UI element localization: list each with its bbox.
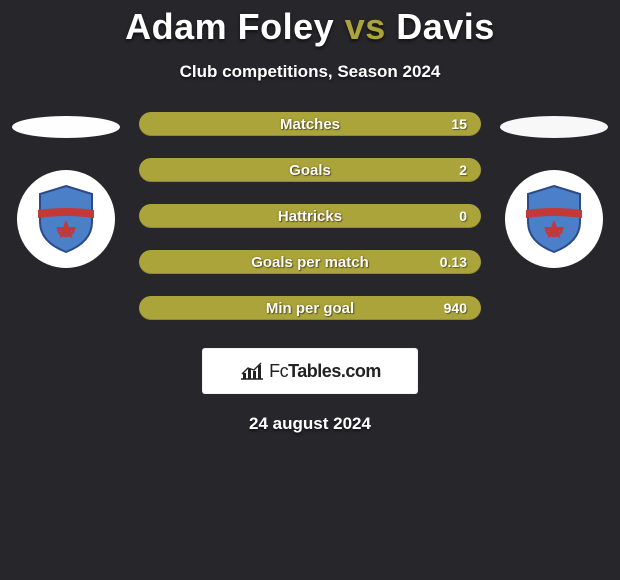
stat-bar: Goals per match 0.13 (139, 250, 481, 274)
stat-value: 0.13 (440, 254, 467, 270)
generation-date: 24 august 2024 (0, 414, 620, 434)
comparison-card: Adam Foley vs Davis Club competitions, S… (0, 0, 620, 434)
brand-prefix: Fc (269, 361, 288, 381)
stat-label: Matches (280, 116, 340, 133)
left-side-col (11, 116, 121, 268)
title-player-right: Davis (396, 6, 495, 47)
page-title: Adam Foley vs Davis (0, 6, 620, 48)
main-row: Matches 15 Goals 2 Hattricks 0 Goals per… (0, 116, 620, 320)
stat-value: 0 (459, 208, 467, 224)
stat-label: Goals per match (251, 254, 369, 271)
stat-label: Min per goal (266, 300, 354, 317)
stat-bar: Goals 2 (139, 158, 481, 182)
brand-text: FcTables.com (269, 361, 381, 382)
right-side-col (499, 116, 609, 268)
stat-value: 15 (451, 116, 467, 132)
title-player-left: Adam Foley (125, 6, 334, 47)
stat-value: 940 (444, 300, 467, 316)
stat-label: Hattricks (278, 208, 342, 225)
stat-label: Goals (289, 162, 331, 179)
stat-bar: Min per goal 940 (139, 296, 481, 320)
stat-value: 2 (459, 162, 467, 178)
shield-icon (524, 184, 584, 254)
brand-logo[interactable]: FcTables.com (202, 348, 418, 394)
title-vs: vs (345, 6, 386, 47)
player-photo-placeholder-right (500, 116, 608, 138)
shield-icon (36, 184, 96, 254)
stat-bar: Matches 15 (139, 112, 481, 136)
bar-chart-icon (239, 361, 265, 381)
club-crest-right (505, 170, 603, 268)
club-crest-left (17, 170, 115, 268)
stat-bars: Matches 15 Goals 2 Hattricks 0 Goals per… (139, 112, 481, 320)
subtitle: Club competitions, Season 2024 (0, 62, 620, 82)
stat-bar: Hattricks 0 (139, 204, 481, 228)
brand-suffix: Tables.com (288, 361, 381, 381)
player-photo-placeholder-left (12, 116, 120, 138)
